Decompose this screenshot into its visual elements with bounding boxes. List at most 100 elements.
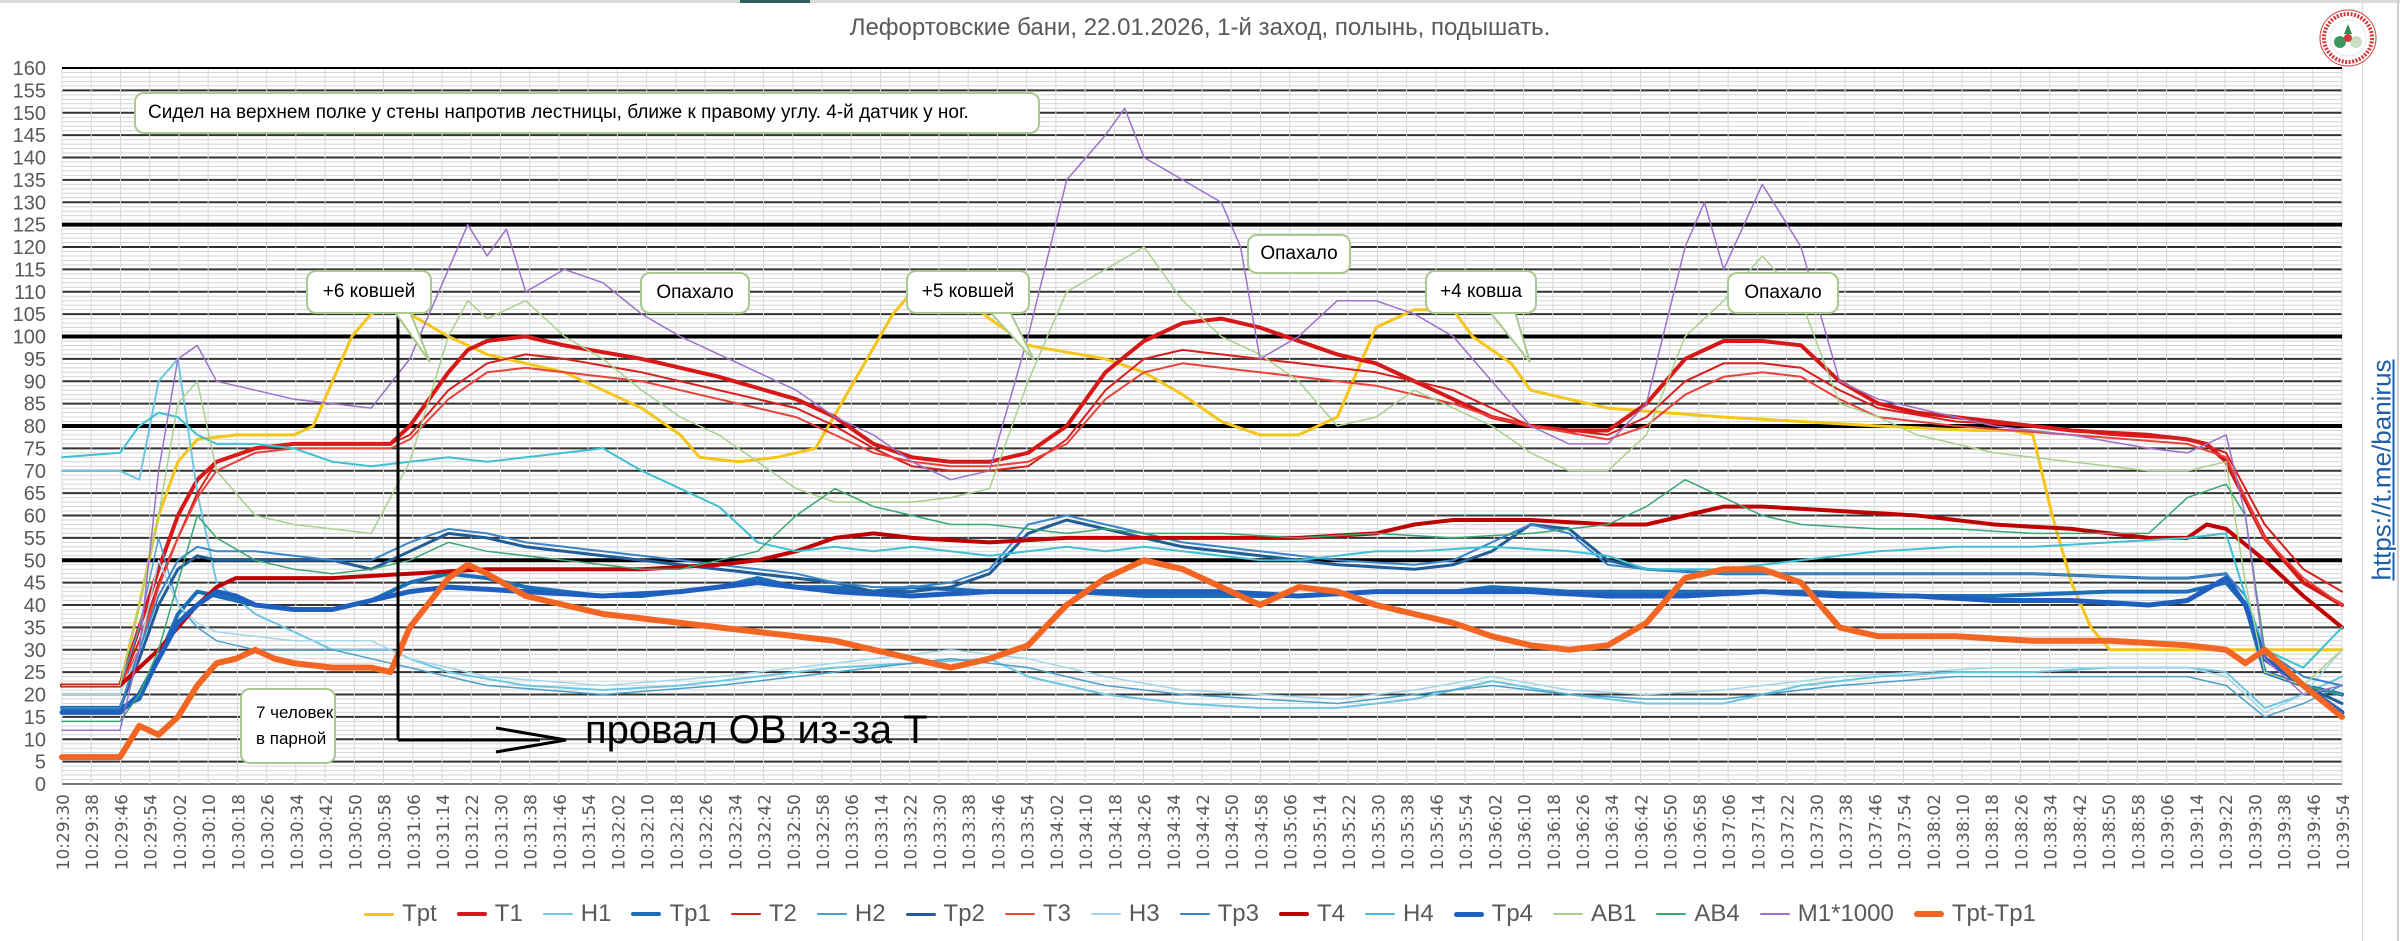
series-line-t2 [61, 348, 2343, 687]
annotation-arrows [393, 310, 1531, 754]
legend-swatch [1004, 913, 1035, 915]
legend-item: T1 [456, 900, 523, 928]
x-tick-label: 10:37:38 [1837, 794, 1857, 870]
legend-swatch [1913, 911, 1944, 917]
x-tick-label: 10:30:18 [229, 794, 249, 870]
x-tick-label: 10:38:10 [1954, 794, 1974, 870]
x-tick-label: 10:39:30 [2246, 794, 2266, 870]
x-tick-label: 10:31:22 [463, 794, 483, 870]
scrollbar-edge[interactable] [2397, 0, 2399, 941]
legend-label: M1*1000 [1797, 900, 1894, 927]
x-tick-label: 10:39:14 [2188, 794, 2208, 870]
y-tick-label: 30 [24, 640, 46, 662]
people-text: 7 человек в парной [256, 703, 334, 748]
x-tick-label: 10:34:58 [1252, 794, 1272, 870]
x-tick-label: 10:30:34 [288, 794, 308, 870]
series-line-tp3 [61, 514, 2343, 709]
selected-tab-indicator [740, 0, 810, 3]
x-tick-label: 10:32:50 [785, 794, 805, 870]
x-tick-label: 10:37:54 [1896, 794, 1916, 870]
x-tick-label: 10:31:46 [551, 794, 571, 870]
x-tick-label: 10:37:46 [1866, 794, 1886, 870]
y-tick-label: 70 [24, 461, 46, 483]
legend-label: T4 [1316, 900, 1345, 927]
legend-item: Tpt-Tp1 [1913, 900, 2036, 928]
dip-note-text: провал ОВ из-за Т [585, 708, 928, 752]
ladles-6-text: +6 ковшей [322, 281, 416, 302]
fan-1-text: Опахало [656, 282, 734, 303]
x-tick-label: 10:36:34 [1603, 794, 1623, 870]
series-line-h2 [61, 537, 2343, 718]
y-tick-label: 0 [35, 774, 46, 796]
ladles-5-callout: +5 ковшей [906, 270, 1030, 314]
legend-item: Tp2 [905, 900, 985, 928]
legend-label: Tp2 [943, 900, 985, 927]
x-tick-label: 10:39:06 [2159, 794, 2179, 870]
x-tick-label: 10:38:02 [1925, 794, 1945, 870]
legend-item: H2 [816, 900, 886, 928]
y-tick-label: 20 [24, 685, 46, 707]
ladles-4-text: +4 ковша [1440, 281, 1522, 302]
x-tick-label: 10:30:26 [259, 794, 279, 870]
fan-3-text: Опахало [1744, 282, 1822, 303]
logo-icon [2319, 9, 2377, 67]
legend-swatch [456, 912, 487, 916]
series-line-t3 [61, 362, 2343, 687]
legend-swatch [905, 912, 936, 916]
x-tick-label: 10:30:58 [376, 794, 396, 870]
x-tick-label: 10:34:18 [1106, 794, 1126, 870]
y-tick-label: 105 [13, 304, 46, 326]
reference-lines [62, 67, 2342, 563]
x-tick-label: 10:38:50 [2100, 794, 2120, 870]
legend-swatch [730, 913, 761, 915]
legend-item: Tp1 [631, 900, 711, 928]
x-tick-label: 10:30:42 [317, 794, 337, 870]
x-tick-label: 10:34:02 [1048, 794, 1068, 870]
legend-swatch [1090, 913, 1121, 915]
y-tick-label: 15 [24, 707, 46, 729]
legend-swatch [1179, 913, 1210, 915]
telegram-link-text[interactable]: https://t.me/banirus [2366, 359, 2397, 581]
x-tick-label: 10:37:22 [1779, 794, 1799, 870]
x-tick-label: 10:36:58 [1691, 794, 1711, 870]
fan-3-callout: Опахало [1727, 272, 1839, 314]
legend-swatch [1553, 913, 1584, 915]
legend-label: AB4 [1694, 900, 1740, 927]
x-tick-label: 10:38:26 [2012, 794, 2032, 870]
x-tick-label: 10:39:54 [2334, 794, 2354, 870]
y-tick-label: 120 [13, 237, 46, 259]
x-tick-label: 10:34:10 [1077, 794, 1097, 870]
x-tick-label: 10:33:46 [989, 794, 1009, 870]
x-tick-label: 10:33:14 [872, 794, 892, 870]
top-strip [0, 0, 2400, 3]
x-tick-label: 10:33:38 [960, 794, 980, 870]
ladles-4-callout: +4 ковша [1425, 270, 1537, 314]
legend-item: M1*1000 [1759, 900, 1894, 928]
legend-item: H4 [1364, 900, 1434, 928]
y-tick-label: 35 [24, 617, 46, 639]
telegram-link[interactable]: https://t.me/banirus [2365, 330, 2399, 610]
series-line-t4 [60, 504, 2344, 688]
legend-item: Tpt [364, 900, 437, 928]
x-tick-label: 10:36:18 [1545, 794, 1565, 870]
legend: Tpt T1 H1 Tp1 T2 H2 Tp2 T3 H3 Tp3 T4 H4 Tp4 AB1 AB4 M1*… [0, 900, 2400, 928]
x-tick-label: 10:31:06 [405, 794, 425, 870]
y-tick-label: 110 [14, 282, 46, 304]
people-callout: 7 человек в парной [240, 688, 336, 764]
x-tick-label: 10:38:42 [2071, 794, 2091, 870]
x-tick-label: 10:34:34 [1165, 794, 1185, 870]
y-tick-label: 55 [24, 528, 46, 550]
fan-2-text: Опахало [1260, 243, 1338, 264]
x-tick-label: 10:32:02 [609, 794, 629, 870]
legend-swatch [1278, 912, 1309, 916]
x-tick-label: 10:33:06 [843, 794, 863, 870]
y-tick-label: 45 [24, 573, 46, 595]
x-tick-label: 10:34:42 [1194, 794, 1214, 870]
y-tick-label: 80 [24, 416, 46, 438]
x-tick-label: 10:36:42 [1632, 794, 1652, 870]
y-tick-label: 155 [13, 80, 46, 102]
x-tick-label: 10:33:54 [1019, 794, 1039, 870]
x-tick-label: 10:30:50 [346, 794, 366, 870]
arrow-head [495, 726, 567, 754]
series-line-h1 [61, 357, 2343, 709]
